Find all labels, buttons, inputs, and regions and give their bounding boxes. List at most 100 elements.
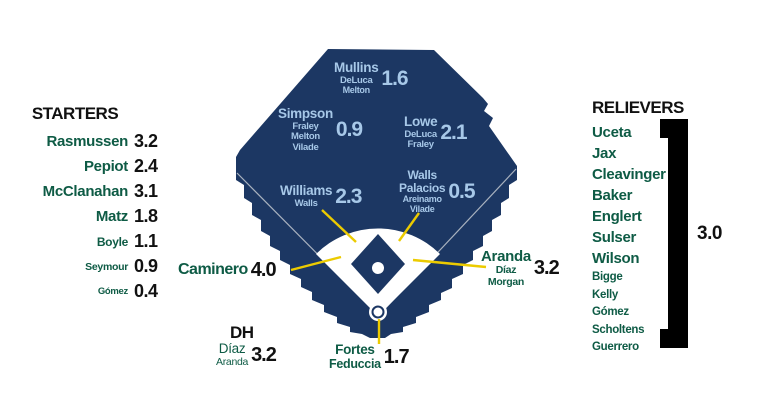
player-stack: Lowe DeLuca Fraley [404,114,438,150]
reliever-name: Kelly [592,288,618,301]
bracket-bottom-cap [660,329,688,348]
relievers-title: RELIEVERS [592,98,684,117]
position-first-base: Aranda Díaz Morgan 3.2 [481,249,560,287]
position-value: 3.2 [251,343,277,366]
player-stack: Simpson Fraley Melton Vilade [278,107,333,152]
relievers-list: Uceta Jax Cleavinger Baker Englert Sulse… [592,122,768,357]
position-second-base: Walls Palacios Areinamo Vilade 0.5 [399,168,476,214]
player-stack: Walls Palacios Areinamo Vilade [399,168,446,214]
starter-row: Gómez 0.4 [16,279,192,304]
player-name: Walls [294,197,318,209]
player-name: Fraley [407,139,435,150]
player-stack: Mullins DeLuca Melton [334,60,379,95]
player-name: Caminero [178,261,248,278]
callout-line-shortstop [321,209,357,243]
position-value: 1.6 [381,66,408,90]
starter-name: McClanahan [42,183,129,200]
starter-row: Rasmussen 3.2 [16,129,192,154]
player-name: Williams [280,183,333,198]
callout-line-first-base [412,258,487,269]
starter-row: Boyle 1.1 [16,229,192,254]
starter-value: 0.9 [134,256,158,276]
starter-row: Pepiot 2.4 [16,154,192,179]
relievers-value: 3.0 [697,223,722,244]
player-name: Palacios [399,181,446,195]
starter-name: Gómez [97,286,128,297]
player-stack: Aranda Díaz Morgan [481,249,531,287]
reliever-name: Scholtens [592,323,645,336]
starter-row: McClanahan 3.1 [16,179,192,204]
position-right-field: Lowe DeLuca Fraley 2.1 [404,114,468,150]
starter-value: 1.1 [134,231,158,251]
player-name: Aranda [216,355,249,368]
player-name: Melton [342,85,371,95]
player-stack: Díaz Aranda [216,342,248,367]
position-designated-hitter: DH Díaz Aranda 3.2 [216,323,277,367]
callout-line-second-base [398,212,420,242]
position-value: 0.5 [448,180,475,203]
reliever-name: Sulser [592,229,637,246]
home-plate [371,305,385,319]
starter-value: 0.4 [134,281,158,301]
player-name: Mullins [334,60,379,75]
starters-title: STARTERS [31,104,119,123]
starter-name: Boyle [96,234,128,249]
starter-name: Matz [95,208,128,225]
position-value: 1.7 [383,345,410,368]
player-name: Fraley [292,120,319,132]
starter-row: Matz 1.8 [16,204,192,229]
player-name: Feduccia [329,356,381,371]
reliever-name: Jax [592,145,617,162]
position-center-field: Mullins DeLuca Melton 1.6 [334,60,409,95]
starters-panel: STARTERS Rasmussen 3.2 Pepiot 2.4 McClan… [16,104,192,304]
position-shortstop: Williams Walls 2.3 [280,183,362,209]
reliever-name: Baker [592,187,633,204]
starter-name: Seymour [85,260,128,273]
relievers-bracket [660,119,688,348]
starter-value: 3.2 [134,131,158,151]
position-value: 4.0 [250,259,277,281]
starter-value: 2.4 [134,156,158,176]
position-value: 3.2 [533,257,560,279]
player-name: Vilade [409,204,435,214]
position-catcher: Fortes Feduccia 1.7 [329,343,410,370]
player-name: DeLuca [339,74,373,86]
player-name: Simpson [278,106,333,121]
callout-line-third-base [290,255,342,272]
player-name: Díaz [218,341,246,356]
starter-value: 1.8 [134,206,158,226]
player-name: DeLuca [404,128,437,140]
position-value: 0.9 [335,118,363,141]
player-name: Morgan [487,275,524,288]
player-stack: Fortes Feduccia [329,343,381,370]
player-stack: Williams Walls [280,183,333,209]
reliever-name: Wilson [592,250,640,267]
player-name: Lowe [404,114,438,129]
bracket-bar [668,119,688,348]
position-value: 2.1 [440,120,467,144]
reliever-name: Guerrero [592,341,639,353]
reliever-name: Gómez [592,306,629,318]
starter-row: Seymour 0.9 [16,254,192,279]
dh-label: DH [230,323,254,342]
position-third-base: Caminero 4.0 [178,259,277,281]
dh-row: Díaz Aranda 3.2 [216,342,277,367]
reliever-name: Englert [592,208,642,225]
player-name: Fortes [335,342,375,357]
relievers-panel: RELIEVERS Uceta Jax Cleavinger Baker Eng… [592,98,768,357]
reliever-name: Bigge [592,271,623,283]
starter-name: Rasmussen [46,133,128,150]
position-value: 2.3 [335,184,362,208]
starter-name: Pepiot [83,158,128,175]
player-name: Walls [407,168,437,182]
pitchers-mound [372,262,384,274]
starter-value: 3.1 [134,181,158,201]
player-name: Aranda [481,248,531,265]
player-name: Melton [291,131,320,142]
reliever-name: Uceta [592,124,632,141]
player-name: Areinamo [402,194,442,204]
player-name: Díaz [495,264,517,276]
position-left-field: Simpson Fraley Melton Vilade 0.9 [278,107,363,152]
